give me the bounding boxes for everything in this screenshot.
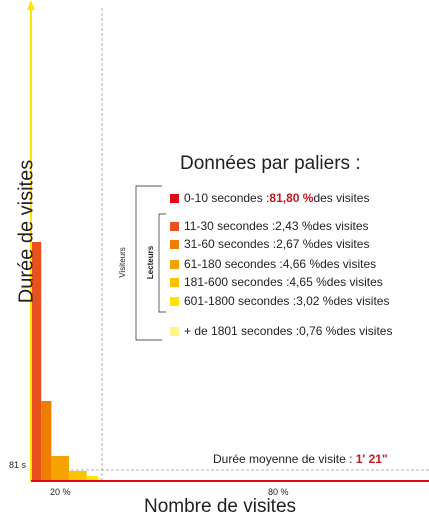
y-axis-label: Durée de visites xyxy=(15,159,38,304)
legend-percent: 0,76 % xyxy=(299,324,337,338)
group-outer-label: Visiteurs xyxy=(117,247,127,278)
legend-item: 11-30 secondes : 2,43 % des visites xyxy=(170,219,369,233)
legend-percent: 4,65 % xyxy=(289,275,327,289)
legend-swatch xyxy=(170,221,179,231)
legend-item: 601-1800 secondes : 3,02 % des visites xyxy=(170,294,389,308)
legend-item: 61-180 secondes : 4,66 % des visites xyxy=(170,257,376,271)
legend-percent: 4,66 % xyxy=(282,257,321,271)
legend-swatch xyxy=(170,326,179,336)
legend-swatch xyxy=(170,277,179,287)
legend-suffix: des visites xyxy=(313,191,370,205)
legend-range: 11-30 secondes : xyxy=(184,219,276,233)
legend-item: 181-600 secondes : 4,65 % des visites xyxy=(170,275,383,289)
legend-swatch xyxy=(170,259,179,269)
bracket-visiteurs xyxy=(135,185,162,341)
legend-item: + de 1801 secondes : 0,76 % des visites xyxy=(170,324,392,338)
bar-31-60-secondes xyxy=(41,401,52,480)
legend-percent: 2,67 % xyxy=(276,237,314,251)
legend-item: 0-10 secondes : 81,80 % des visites xyxy=(170,191,369,205)
bar-601-1800-secondes xyxy=(86,476,99,480)
bar-61-180-secondes xyxy=(51,456,70,480)
panel-title: Données par paliers : xyxy=(180,153,361,174)
legend-range: 61-180 secondes : xyxy=(184,257,283,271)
bar--de-1801-secondes xyxy=(98,478,101,480)
y-tick-81s: 81 s xyxy=(9,460,27,470)
legend-suffix: des visites xyxy=(320,257,377,271)
legend-suffix: des visites xyxy=(333,294,390,308)
legend-suffix: des visites xyxy=(336,324,393,338)
bar-181-600-secondes xyxy=(69,471,87,480)
x-axis-label: Nombre de visites xyxy=(143,496,297,517)
legend-swatch xyxy=(170,193,179,203)
legend-percent: 2,43 % xyxy=(275,219,313,233)
legend-range: 0-10 secondes : xyxy=(184,191,270,205)
average-visit-duration: Durée moyenne de visite : 1' 21" xyxy=(213,452,388,466)
x-tick-80pct: 80 % xyxy=(268,487,289,497)
legend-suffix: des visites xyxy=(312,219,369,233)
bar-11-30-secondes xyxy=(32,242,42,480)
legend-suffix: des visites xyxy=(326,275,383,289)
group-inner-label: Lecteurs xyxy=(146,245,156,280)
legend-swatch xyxy=(170,239,179,249)
legend-range: 31-60 secondes : xyxy=(184,237,277,251)
legend-swatch xyxy=(170,296,179,306)
y-axis-arrow xyxy=(27,0,35,10)
legend-suffix: des visites xyxy=(313,237,370,251)
average-value: 1' 21" xyxy=(355,452,388,466)
legend-range: 601-1800 secondes : xyxy=(184,294,297,308)
average-label: Durée moyenne de visite : xyxy=(213,452,356,466)
legend-item: 31-60 secondes : 2,67 % des visites xyxy=(170,237,369,251)
legend-range: + de 1801 secondes : xyxy=(184,324,300,338)
bracket-lecteurs xyxy=(158,213,166,313)
legend-percent: 81,80 % xyxy=(269,191,314,205)
legend-range: 181-600 secondes : xyxy=(184,275,290,289)
legend-percent: 3,02 % xyxy=(296,294,334,308)
x-tick-20pct: 20 % xyxy=(50,487,71,497)
